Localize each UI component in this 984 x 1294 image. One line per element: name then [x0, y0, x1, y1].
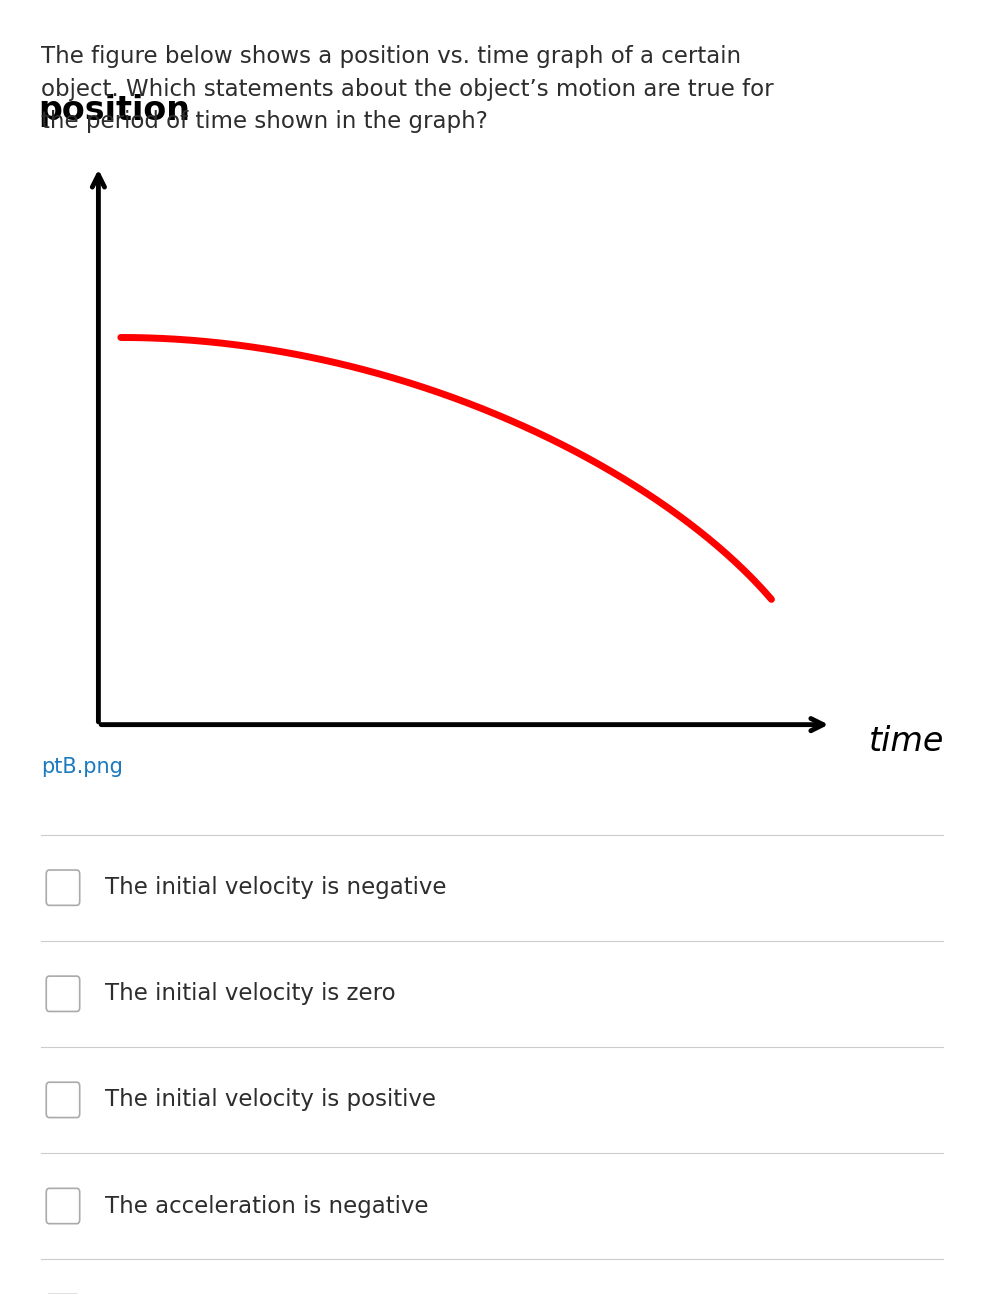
Text: The initial velocity is zero: The initial velocity is zero — [105, 982, 396, 1005]
Text: the period of time shown in the graph?: the period of time shown in the graph? — [41, 110, 488, 133]
Text: The initial velocity is negative: The initial velocity is negative — [105, 876, 447, 899]
Text: The figure below shows a position vs. time graph of a certain: The figure below shows a position vs. ti… — [41, 45, 742, 69]
Text: time: time — [869, 725, 944, 758]
Text: The acceleration is negative: The acceleration is negative — [105, 1194, 429, 1218]
Text: ptB.png: ptB.png — [41, 757, 123, 776]
Text: object. Which statements about the object’s motion are true for: object. Which statements about the objec… — [41, 78, 774, 101]
Text: The initial velocity is positive: The initial velocity is positive — [105, 1088, 436, 1112]
Text: position: position — [38, 93, 191, 127]
